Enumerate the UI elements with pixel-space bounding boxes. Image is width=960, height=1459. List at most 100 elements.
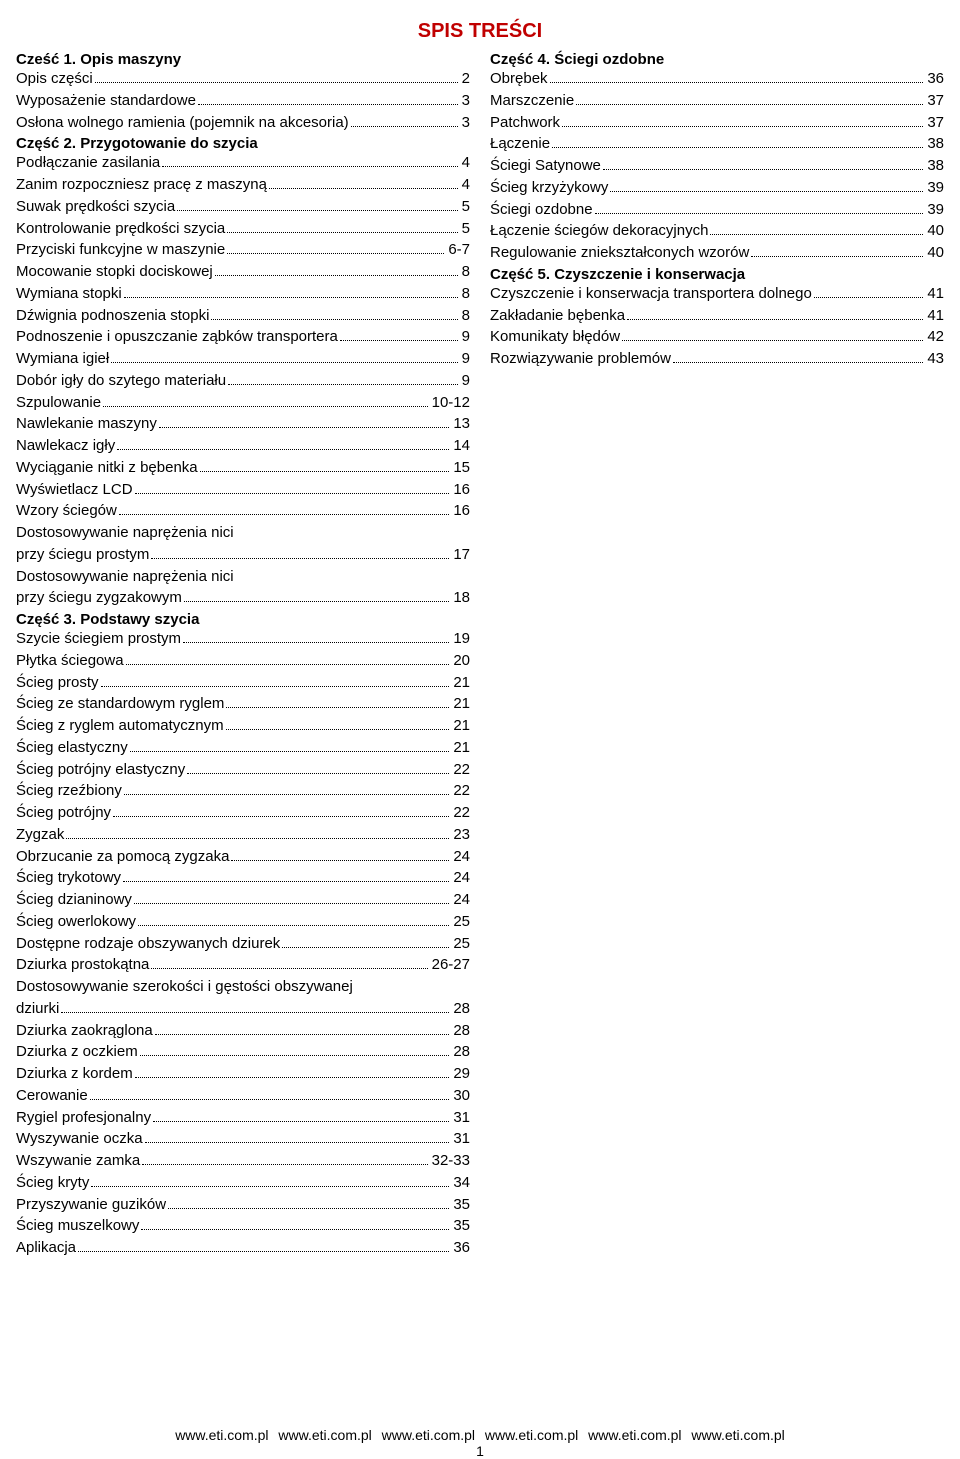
toc-dots (576, 104, 923, 105)
toc-page: 30 (451, 1085, 470, 1107)
toc-page: 38 (925, 133, 944, 155)
toc-page: 9 (460, 326, 470, 348)
toc-entry: Komunikaty błędów 42 (490, 326, 944, 348)
toc-dots (151, 558, 449, 559)
toc-label: Regulowanie zniekształconych wzorów (490, 242, 749, 264)
toc-label: Wzory ściegów (16, 500, 117, 522)
toc-dots (603, 169, 923, 170)
toc-label: Kontrolowanie prędkości szycia (16, 218, 225, 240)
toc-dots (673, 362, 923, 363)
toc-label: Ścieg owerlokowy (16, 911, 136, 933)
toc-entry: Ścieg potrójny elastyczny 22 (16, 759, 470, 781)
toc-dots (145, 1142, 450, 1143)
toc-entry: Podnoszenie i opuszczanie ząbków transpo… (16, 326, 470, 348)
toc-entry: Wszywanie zamka32-33 (16, 1150, 470, 1172)
toc-label: Ścieg potrójny elastyczny (16, 759, 185, 781)
toc-label: Marszczenie (490, 90, 574, 112)
toc-dots (134, 903, 449, 904)
toc-dots (66, 838, 449, 839)
toc-label: Wyszywanie oczka (16, 1128, 143, 1150)
toc-entry: Wyciąganie nitki z bębenka15 (16, 457, 470, 479)
toc-label: Patchwork (490, 112, 560, 134)
toc-dots (126, 664, 450, 665)
toc-dots (595, 213, 924, 214)
toc-page: 6-7 (446, 239, 470, 261)
toc-entry: Wyszywanie oczka31 (16, 1128, 470, 1150)
toc-dots (200, 471, 450, 472)
toc-dots (340, 340, 458, 341)
toc-entry: Nawlekacz igły14 (16, 435, 470, 457)
toc-label: Szycie ściegiem prostym (16, 628, 181, 650)
toc-entry: Ścieg muszelkowy35 (16, 1215, 470, 1237)
toc-entry-multiline: Dostosowywanie naprężenia niciprzy ścieg… (16, 566, 470, 610)
toc-page: 28 (451, 1020, 470, 1042)
toc-label: Wyposażenie standardowe (16, 90, 196, 112)
toc-entry: Szpulowanie10-12 (16, 392, 470, 414)
toc-dots (159, 427, 449, 428)
toc-page: 18 (451, 587, 470, 609)
toc-dots (227, 253, 444, 254)
toc-label: Komunikaty błędów (490, 326, 620, 348)
toc-page: 25 (451, 911, 470, 933)
toc-dots (184, 601, 449, 602)
toc-entry: Rygiel profesjonalny31 (16, 1107, 470, 1129)
toc-entry: Aplikacja36 (16, 1237, 470, 1259)
toc-page: 22 (451, 759, 470, 781)
toc-dots (135, 493, 450, 494)
toc-label: Przyszywanie guzików (16, 1194, 166, 1216)
toc-page: 40 (925, 242, 944, 264)
toc-entry: Suwak prędkości szycia5 (16, 196, 470, 218)
toc-entry: Ścieg rzeźbiony22 (16, 780, 470, 802)
toc-entry: Mocowanie stopki dociskowej8 (16, 261, 470, 283)
section-header: Część 5. Czyszczenie i konserwacja (490, 266, 944, 283)
toc-dots (751, 256, 923, 257)
toc-page: 42 (925, 326, 944, 348)
toc-page: 21 (451, 715, 470, 737)
toc-label: Ścieg kryty (16, 1172, 89, 1194)
toc-page: 9 (460, 348, 470, 370)
toc-dots (138, 925, 449, 926)
toc-dots (610, 191, 923, 192)
toc-dots (61, 1012, 449, 1013)
page-number: 1 (0, 1443, 960, 1459)
toc-page: 20 (451, 650, 470, 672)
toc-page: 8 (460, 283, 470, 305)
toc-dots (269, 188, 458, 189)
toc-label: Zakładanie bębenka (490, 305, 625, 327)
toc-entry: Wzory ściegów16 (16, 500, 470, 522)
toc-label: Ścieg rzeźbiony (16, 780, 122, 802)
toc-page: 35 (451, 1215, 470, 1237)
toc-label: Aplikacja (16, 1237, 76, 1259)
toc-entry: Czyszczenie i konserwacja transportera d… (490, 283, 944, 305)
toc-page: 3 (460, 90, 470, 112)
toc-dots (226, 729, 450, 730)
toc-dots (710, 234, 923, 235)
toc-dots (135, 1077, 450, 1078)
toc-dots (103, 406, 428, 407)
toc-label: Ścieg elastyczny (16, 737, 128, 759)
toc-entry: Osłona wolnego ramienia (pojemnik na akc… (16, 112, 470, 134)
toc-dots (627, 319, 923, 320)
toc-label: Czyszczenie i konserwacja transportera d… (490, 283, 812, 305)
toc-label: Nawlekacz igły (16, 435, 115, 457)
toc-entry: Ścieg dzianinowy24 (16, 889, 470, 911)
toc-entry: Dziurka zaokrąglona28 (16, 1020, 470, 1042)
toc-entry: Dziurka z oczkiem28 (16, 1041, 470, 1063)
toc-label: Ściegi Satynowe (490, 155, 601, 177)
toc-entry: Nawlekanie maszyny13 (16, 413, 470, 435)
toc-label: Dostępne rodzaje obszywanych dziurek (16, 933, 280, 955)
section-header: Część 2. Przygotowanie do szycia (16, 135, 470, 152)
toc-page: 32-33 (430, 1150, 470, 1172)
toc-dots (111, 362, 457, 363)
toc-entry: Wymiana igieł9 (16, 348, 470, 370)
toc-page: 40 (925, 220, 944, 242)
toc-entry: Ścieg prosty21 (16, 672, 470, 694)
toc-entry: Ścieg potrójny22 (16, 802, 470, 824)
toc-label: Ścieg z ryglem automatycznym (16, 715, 224, 737)
toc-page: 24 (451, 867, 470, 889)
footer-text: www.eti.com.pl www.eti.com.pl www.eti.co… (0, 1427, 960, 1443)
toc-page: 16 (451, 479, 470, 501)
toc-page: 29 (451, 1063, 470, 1085)
toc-entry: Zanim rozpoczniesz pracę z maszyną4 (16, 174, 470, 196)
toc-entry: Dziurka prostokątna26-27 (16, 954, 470, 976)
